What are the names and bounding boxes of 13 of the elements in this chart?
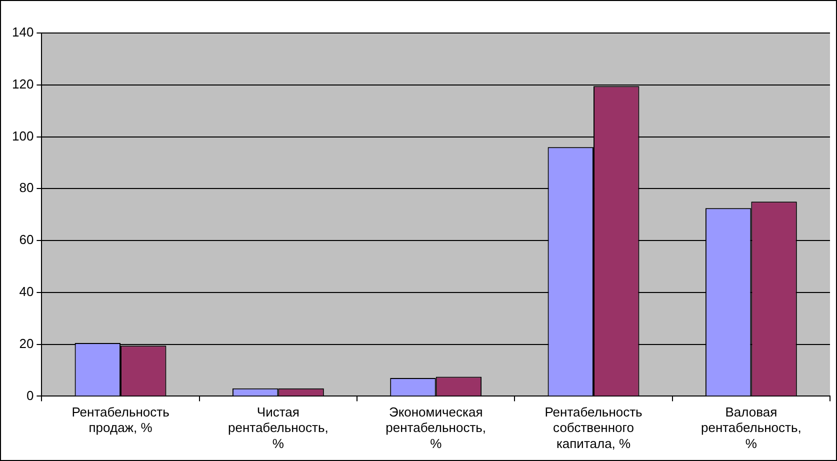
- y-tick-label: 60: [19, 232, 34, 248]
- y-tick-label: 40: [19, 284, 34, 300]
- y-tick-label: 140: [12, 24, 34, 40]
- y-tick-label: 20: [19, 336, 34, 351]
- y-tick-label: 100: [12, 128, 34, 144]
- y-tick-label: 0: [26, 388, 34, 403]
- x-tick-label: Рентабельность продаж, %: [72, 404, 170, 436]
- x-tick-label: Чистая рентабельность, %: [228, 404, 328, 451]
- y-tick-label: 80: [19, 180, 34, 196]
- y-tick-label: 120: [12, 76, 34, 92]
- x-tick-label: Экономическая рентабельность, %: [386, 404, 486, 451]
- x-tick-label: Валовая рентабельность, %: [700, 404, 802, 451]
- x-tick-label: Рентабельность собственного капитала, %: [544, 404, 643, 451]
